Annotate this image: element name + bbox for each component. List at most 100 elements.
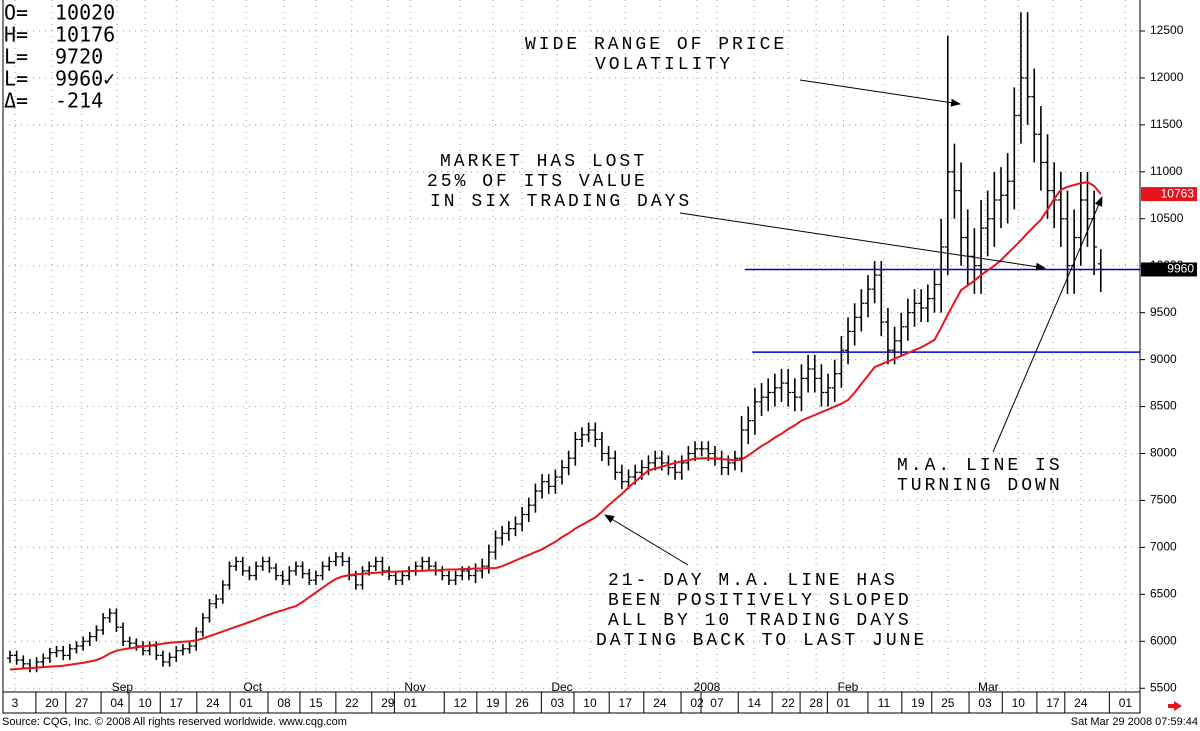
x-tick-label: 10 [1012,696,1026,710]
ohlc-bar [918,289,925,323]
x-tick-label: 22 [781,696,795,710]
ohlc-bar [1031,68,1038,163]
ohlc-bar [805,354,812,393]
month-label: Sep [112,680,134,694]
header-value: -214 [55,89,103,113]
y-tick-label: 5500 [1150,680,1177,694]
ohlc-bar [951,143,958,219]
ohlc-bar [419,556,426,571]
ohlc-bar [745,406,752,445]
ohlc-bar [332,552,339,567]
ohlc-bar [864,275,871,318]
annotation-text: M.A. LINE IS [897,456,1063,476]
ohlc-bar [452,570,459,585]
ohlc-bar [605,445,612,466]
y-tick-label: 9000 [1150,352,1177,366]
x-tick-label: 11 [878,696,891,710]
ohlc-bar [984,190,991,257]
ohlc-bar [1084,171,1091,247]
annotation-text: BEEN POSITIVELY SLOPED [608,591,912,611]
annotation-arrow [799,79,961,107]
ohlc-bar [818,364,825,407]
ohlc-bar [133,638,140,651]
ohlc-bar [226,561,233,590]
annotation-text: MARKET HAS LOST [440,152,647,172]
ohlc-bar [445,570,452,585]
ohlc-bar [213,594,220,609]
y-tick-label: 6500 [1150,587,1177,601]
x-tick-label: 29 [381,696,395,710]
x-tick-label: 24 [1074,696,1088,710]
ohlc-bar [319,561,326,581]
ohlc-bar [751,387,758,435]
x-tick-label: 19 [911,696,925,710]
ohlc-bar [851,303,858,346]
ohlc-bar [585,422,592,443]
ohlc-bar [645,455,652,476]
y-tick-label: 7500 [1150,493,1177,507]
source: Source: CQG, Inc. © 2008 All rights rese… [2,716,347,728]
ohlc-bar [106,608,113,623]
annotation-text: DATING BACK TO LAST JUNE [596,631,927,651]
ohlc-bar [898,312,905,355]
ohlc-bar [239,556,246,576]
ohlc-bar [698,441,705,457]
ohlc-bar [246,566,253,581]
ohlc-bar [958,162,965,266]
ohlc-bar [512,516,519,537]
ohlc-bar [858,289,865,332]
price-marker-label: 10763 [1161,186,1195,200]
annotation-text: WIDE RANGE OF PRICE [525,35,787,55]
ohlc-bar [765,378,772,412]
ohlc-bar [113,608,120,632]
ohlc-bar [86,631,93,646]
ohlc-bar [199,613,206,637]
ohlc-bar [798,364,805,412]
header-label: L= [4,67,28,91]
ohlc-bar [505,521,512,541]
y-tick-label: 12500 [1150,23,1184,37]
month-label: Feb [838,680,859,694]
moving-average [9,181,1102,671]
ohlc-bar [166,652,173,667]
y-tick-label: 12000 [1150,70,1184,84]
price-marker-box [1141,187,1197,202]
ohlc-bar [273,563,280,581]
ohlc-bar [871,261,878,304]
ohlc-bar [978,199,985,294]
month-label: Nov [404,680,425,694]
ohlc-bar [126,636,133,648]
ohlc-bar [991,171,998,247]
ohlc-bar [652,450,659,471]
month-label: Dec [551,680,572,694]
ohlc-bar [771,373,778,407]
scroll-arrow[interactable] [1168,701,1182,711]
annotation-text: 21- DAY M.A. LINE HAS [608,571,898,591]
ohlc-bar [811,354,818,393]
ohlc-bar [931,270,938,313]
x-tick-label: 01 [404,696,418,710]
ohlc-bar [426,556,433,571]
ohlc-bar [20,655,27,669]
annotation-arrow [679,212,1046,271]
ohlc-bar [1024,12,1031,125]
ohlc-bar [93,625,100,642]
ohlc-bar [532,483,539,513]
x-tick-label: 10 [583,696,597,710]
header-label: L= [4,45,28,69]
ohlc-bar [1037,106,1044,191]
ohlc-bar [80,636,87,651]
y-tick-label: 8500 [1150,399,1177,413]
annotation-arrow [604,514,689,566]
price-marker-box [1141,262,1197,277]
ohlc-bar [845,317,852,365]
ohlc-bar [785,369,792,407]
ohlc-bar [472,563,479,584]
ohlc-bar [1077,171,1084,266]
ohlc-bar [299,561,306,579]
ohlc-bar [838,336,845,388]
ohlc-bar [100,613,107,635]
ohlc-bar [53,645,60,658]
